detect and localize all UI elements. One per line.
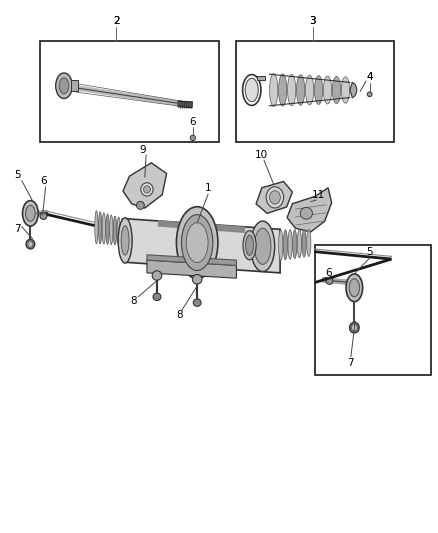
Text: 7: 7 xyxy=(346,358,353,368)
Ellipse shape xyxy=(117,217,120,245)
Ellipse shape xyxy=(246,235,254,255)
Ellipse shape xyxy=(287,74,296,106)
Wedge shape xyxy=(350,82,357,98)
Ellipse shape xyxy=(254,228,271,264)
Text: 6: 6 xyxy=(190,117,196,127)
Ellipse shape xyxy=(192,274,202,284)
Ellipse shape xyxy=(349,279,360,297)
Ellipse shape xyxy=(297,230,301,258)
Text: 3: 3 xyxy=(310,16,316,26)
Ellipse shape xyxy=(367,92,372,96)
Ellipse shape xyxy=(346,274,363,302)
Bar xyxy=(40,41,219,142)
Polygon shape xyxy=(256,181,292,213)
Ellipse shape xyxy=(305,75,314,105)
Ellipse shape xyxy=(152,271,162,280)
Ellipse shape xyxy=(56,73,72,99)
Text: 7: 7 xyxy=(14,224,21,235)
Ellipse shape xyxy=(323,76,332,104)
Ellipse shape xyxy=(300,207,312,219)
Ellipse shape xyxy=(22,200,38,226)
Ellipse shape xyxy=(279,74,287,106)
Ellipse shape xyxy=(102,213,106,244)
Text: 4: 4 xyxy=(366,72,373,82)
Bar xyxy=(71,80,78,91)
Ellipse shape xyxy=(314,76,323,104)
Text: 2: 2 xyxy=(113,16,120,26)
Polygon shape xyxy=(147,255,237,265)
Ellipse shape xyxy=(95,211,98,244)
Ellipse shape xyxy=(110,215,113,245)
Bar xyxy=(257,76,265,80)
Ellipse shape xyxy=(350,322,359,333)
Ellipse shape xyxy=(181,215,213,270)
Text: 8: 8 xyxy=(177,310,183,320)
Ellipse shape xyxy=(190,135,195,141)
Ellipse shape xyxy=(266,187,284,208)
Ellipse shape xyxy=(40,213,47,220)
Ellipse shape xyxy=(326,277,333,284)
Ellipse shape xyxy=(332,76,341,103)
Ellipse shape xyxy=(245,78,258,102)
Text: 1: 1 xyxy=(205,183,212,193)
Ellipse shape xyxy=(307,230,311,256)
Ellipse shape xyxy=(269,191,280,204)
Ellipse shape xyxy=(113,216,117,245)
Ellipse shape xyxy=(121,218,124,245)
Ellipse shape xyxy=(279,230,283,261)
Text: 5: 5 xyxy=(366,247,373,256)
Polygon shape xyxy=(125,219,280,273)
Bar xyxy=(237,41,394,142)
Ellipse shape xyxy=(186,223,208,263)
Ellipse shape xyxy=(283,230,287,260)
Ellipse shape xyxy=(341,77,350,103)
Ellipse shape xyxy=(141,183,153,196)
Polygon shape xyxy=(123,163,166,208)
Polygon shape xyxy=(147,260,237,278)
Text: 6: 6 xyxy=(40,176,47,187)
Ellipse shape xyxy=(302,230,306,257)
Ellipse shape xyxy=(293,230,297,259)
Text: 5: 5 xyxy=(14,170,21,180)
Ellipse shape xyxy=(351,324,357,331)
Polygon shape xyxy=(158,220,245,233)
Ellipse shape xyxy=(269,74,278,107)
Text: 11: 11 xyxy=(312,190,325,200)
Ellipse shape xyxy=(193,299,201,306)
Ellipse shape xyxy=(118,218,132,263)
Ellipse shape xyxy=(153,293,161,301)
Ellipse shape xyxy=(137,201,145,209)
Ellipse shape xyxy=(243,75,261,106)
Polygon shape xyxy=(287,188,332,232)
Ellipse shape xyxy=(177,207,218,278)
Ellipse shape xyxy=(243,231,256,260)
Text: 9: 9 xyxy=(139,144,146,155)
Ellipse shape xyxy=(26,239,35,249)
Text: 2: 2 xyxy=(113,16,120,26)
Ellipse shape xyxy=(121,226,129,255)
Text: 8: 8 xyxy=(131,296,137,306)
Text: 10: 10 xyxy=(255,150,268,160)
Ellipse shape xyxy=(106,214,109,245)
Ellipse shape xyxy=(99,212,102,244)
Ellipse shape xyxy=(28,241,33,247)
Ellipse shape xyxy=(297,75,305,105)
Ellipse shape xyxy=(144,185,150,193)
Ellipse shape xyxy=(288,230,292,259)
Ellipse shape xyxy=(25,205,35,221)
Text: 3: 3 xyxy=(310,16,316,26)
Text: 4: 4 xyxy=(366,72,373,82)
Ellipse shape xyxy=(251,221,275,271)
Ellipse shape xyxy=(59,78,69,94)
Bar xyxy=(315,245,431,375)
Text: 6: 6 xyxy=(325,268,332,278)
